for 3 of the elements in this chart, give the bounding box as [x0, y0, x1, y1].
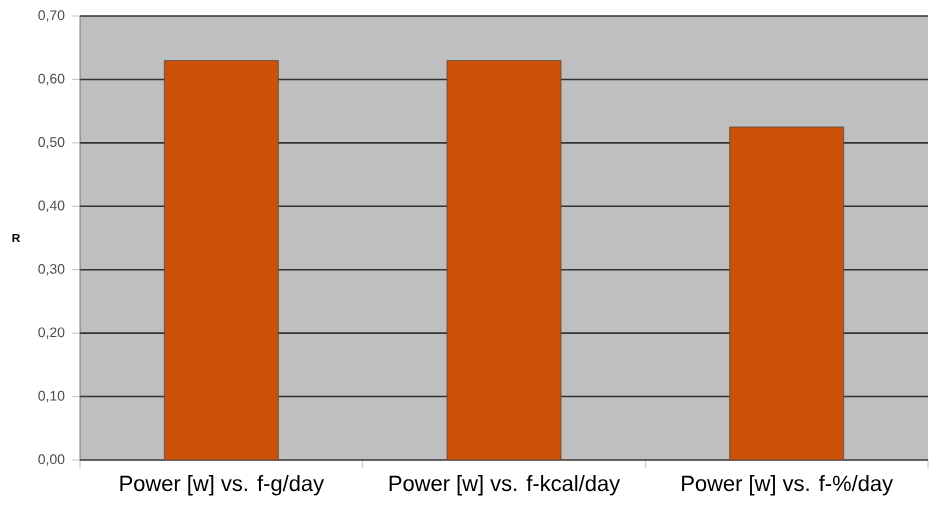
x-tick-label: Power [w] vs. f-%/day [682, 475, 893, 496]
x-tick-label: Power [w] vs. f-kcal/day [389, 475, 621, 496]
x-tick-label: Power [w] vs. f-g/day [120, 475, 324, 496]
